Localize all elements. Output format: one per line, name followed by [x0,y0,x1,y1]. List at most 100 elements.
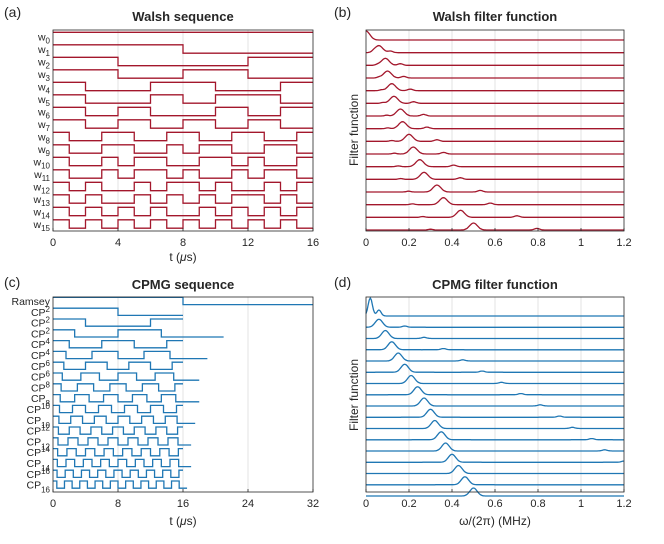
panel-b-title: Walsh filter function [433,9,558,24]
cpmg-filter-trace [366,476,624,486]
cpmg-seq-tick-label: 32 [307,498,319,510]
walsh-filter-trace [366,171,624,180]
walsh-w3-label: w3 [37,69,51,83]
walsh-filter-tick-label: 1 [578,237,584,249]
walsh-w10-label: w10 [33,157,51,171]
cpmg-seq-label: CP16 [27,467,51,481]
cpmg-seq-label: CP14 [27,445,51,459]
walsh-w1-label: w1 [37,44,51,58]
cpmg-seq-trace [53,307,183,317]
panel-a-xlabel: t (μs) [169,250,196,264]
panel-d-label: (d) [334,274,351,290]
walsh-filter-trace [366,197,624,206]
cpmg-seq-label: CP4 [31,337,51,351]
cpmg-seq-label: CP2 [31,305,51,319]
cpmg-seq-trace [53,404,183,414]
walsh-w4-label: w4 [37,82,51,96]
cpmg-seq-trace [53,447,183,457]
cpmg-filter-trace [366,464,624,475]
cpmg-seq-label: CP8 [31,380,51,394]
walsh-filter-trace [366,70,624,79]
walsh-filter-tick-label: 0.6 [487,237,502,249]
cpmg-filter-tick-label: 0 [363,498,369,510]
walsh-w9-label: w9 [37,144,51,158]
cpmg-seq-label: CP10 [27,402,51,416]
cpmg-filter-trace [366,363,624,373]
cpmg-filter-trace [366,397,624,407]
walsh-filter-trace [365,30,624,41]
cpmg-seq-label: CP12 [27,436,51,451]
cpmg-filter-tick-label: 0.4 [444,498,459,510]
walsh-w7-trace [53,119,313,129]
cpmg-seq-trace [53,318,183,327]
panel-c-title: CPMG sequence [132,277,235,292]
walsh-filter-trace [366,209,624,218]
cpmg-filter-tick-label: 0.2 [401,498,416,510]
cpmg-seq-label: CP12 [27,424,51,438]
panel-b-ylabel: Filter function [347,94,361,166]
cpmg-seq-label: CP10 [27,415,51,430]
panel-d: (d) CPMG filter function 0 0.2 0.4 0.6 0.8 1 1… [334,274,632,528]
panel-a: (a) Walsh sequence w0w1w2w3w4w5w6w7w8w9w… [4,4,319,264]
walsh-seq-tick-label: 8 [180,237,186,249]
cpmg-filter-trace [365,296,624,317]
cpmg-seq-label: CP6 [31,359,51,373]
cpmg-filter-tick-label: 1 [578,498,584,510]
panel-a-label: (a) [4,4,21,20]
walsh-w11-label: w11 [33,169,50,183]
walsh-seq-tick-label: 12 [242,237,254,249]
walsh-w13-label: w13 [33,194,51,208]
walsh-seq-tick-label: 4 [115,237,121,249]
walsh-w7-label: w7 [37,119,51,133]
walsh-w15-trace [53,219,313,229]
walsh-w14-label: w14 [33,207,51,221]
walsh-filter-trace [366,121,624,130]
walsh-w2-label: w2 [37,57,51,71]
cpmg-filter-trace [366,487,624,497]
walsh-w5-trace [53,94,313,104]
panel-d-xlabel: ω/(2π) (MHz) [459,514,531,528]
walsh-filter-trace [366,57,624,66]
cpmg-seq-label: Ramsey [11,296,50,308]
cpmg-seq-trace [53,469,183,479]
cpmg-seq-label: CP2 [31,316,51,330]
walsh-w3-trace [53,69,313,79]
walsh-filter-tick-label: 0.8 [530,237,545,249]
walsh-w12-label: w12 [33,182,51,196]
cpmg-seq-trace [53,458,192,468]
walsh-w1-trace [53,44,313,54]
cpmg-seq-label: CP16 [27,480,51,495]
walsh-filter-tick-label: 0 [363,237,369,249]
walsh-filter-trace [366,146,624,155]
walsh-w2-trace [53,56,313,67]
cpmg-filter-trace [366,386,624,396]
cpmg-filter-trace [366,374,624,385]
cpmg-filter-tick-label: 0.6 [487,498,502,510]
cpmg-seq-label: CP14 [27,458,51,473]
walsh-filter-trace [366,44,624,54]
walsh-w4-trace [53,81,313,92]
panel-b: (b) Walsh filter function 0 0.2 0.4 0.6 0.8 1… [334,4,632,249]
walsh-filter-trace [366,184,624,193]
cpmg-filter-tick-label: 1.2 [616,498,631,510]
walsh-w8-label: w8 [37,132,51,146]
cpmg-seq-trace [53,350,208,360]
walsh-w11-trace [53,169,313,179]
panel-d-ylabel: Filter function [347,359,361,431]
cpmg-filter-tick-label: 0.8 [530,498,545,510]
cpmg-seq-trace [53,329,224,338]
walsh-w13-trace [53,194,313,204]
cpmg-filter-trace [366,341,624,351]
cpmg-filter-trace [366,419,624,430]
panel-a-title: Walsh sequence [132,9,233,24]
cpmg-filter-trace [366,329,624,340]
cpmg-seq-trace [53,361,183,371]
walsh-w5-label: w5 [37,94,51,108]
walsh-w14-trace [53,206,313,217]
cpmg-seq-trace [53,393,200,403]
cpmg-filter-trace [366,442,624,452]
walsh-filter-tick-label: 0.4 [444,237,459,249]
cpmg-seq-tick-label: 0 [50,498,56,510]
cpmg-seq-trace [53,415,196,425]
cpmg-seq-tick-label: 8 [115,498,121,510]
